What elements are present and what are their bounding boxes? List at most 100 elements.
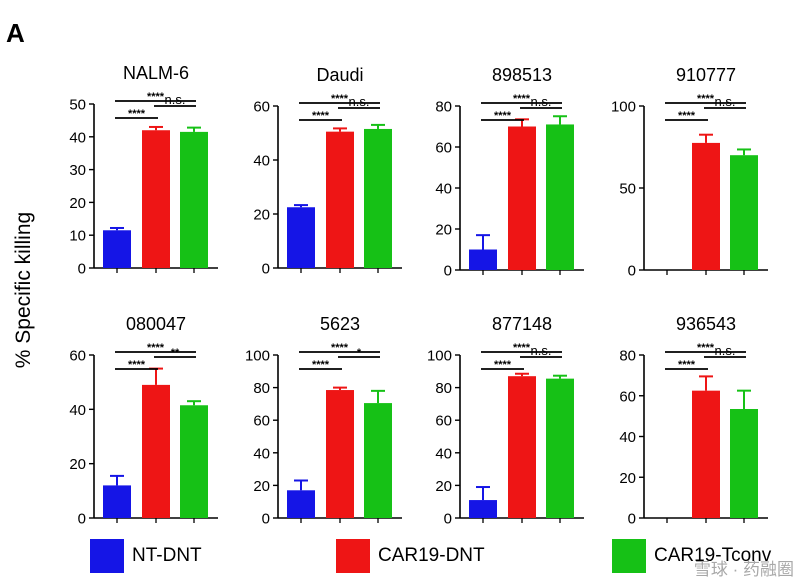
significance-label: n.s. [715, 94, 736, 109]
significance-label: ** [171, 347, 180, 359]
bar-car19-tconv [730, 155, 758, 270]
chart-title: 5623 [320, 314, 360, 334]
y-tick-label: 40 [253, 153, 270, 170]
significance-label: n.s. [531, 94, 552, 109]
chart-title: 898513 [492, 65, 552, 85]
significance-label: **** [128, 108, 146, 120]
y-tick-label: 10 [69, 228, 86, 245]
bar-car19-dnt [142, 384, 170, 518]
y-tick-label: 0 [262, 511, 270, 528]
significance-label: **** [331, 342, 349, 354]
bar-nt-dnt [469, 249, 497, 270]
significance-label: n.s. [715, 343, 736, 358]
legend-item-car19-tconv: CAR19-Tconv [612, 538, 771, 574]
significance-label: **** [128, 359, 146, 371]
legend-swatch-car19-tconv [612, 539, 646, 573]
y-axis-label-container: % Specific killing [12, 212, 35, 368]
panel-letter: A [6, 18, 25, 48]
y-axis-label: % Specific killing [12, 212, 35, 368]
chart-title: 910777 [676, 65, 736, 85]
y-tick-label: 60 [435, 140, 452, 157]
legend-item-nt-dnt: NT-DNT [90, 538, 202, 574]
legend-item-car19-dnt: CAR19-DNT [336, 538, 485, 574]
bar-nt-dnt [287, 490, 315, 518]
y-tick-label: 40 [69, 129, 86, 146]
bar-car19-tconv [546, 378, 574, 518]
y-tick-label: 20 [619, 470, 636, 487]
y-tick-label: 80 [435, 99, 452, 116]
y-tick-label: 40 [619, 429, 636, 446]
y-tick-label: 60 [253, 413, 270, 430]
legend-swatch-nt-dnt [90, 539, 124, 573]
y-tick-label: 30 [69, 162, 86, 179]
bar-car19-dnt [692, 390, 720, 518]
y-tick-label: 80 [619, 348, 636, 365]
y-tick-label: 20 [253, 207, 270, 224]
significance-label: **** [513, 93, 531, 105]
bar-car19-dnt [326, 131, 354, 268]
legend-label-car19-tconv: CAR19-Tconv [654, 545, 772, 566]
significance-label: **** [312, 359, 330, 371]
y-tick-label: 50 [69, 97, 86, 114]
y-tick-label: 0 [262, 261, 270, 278]
chart-title: Daudi [316, 65, 363, 85]
y-tick-label: 0 [444, 511, 452, 528]
bar-car19-tconv [730, 408, 758, 518]
y-tick-label: 60 [619, 388, 636, 405]
bar-nt-dnt [103, 485, 131, 518]
bar-car19-dnt [692, 142, 720, 270]
chart-title: 936543 [676, 314, 736, 334]
significance-label: **** [147, 91, 165, 103]
chart-title: 877148 [492, 314, 552, 334]
significance-label: n.s. [165, 92, 186, 107]
significance-label: **** [697, 342, 715, 354]
y-tick-label: 0 [628, 511, 636, 528]
y-tick-label: 80 [435, 380, 452, 397]
bar-car19-dnt [508, 376, 536, 518]
y-tick-label: 40 [69, 402, 86, 419]
chart-title: 080047 [126, 314, 186, 334]
legend-swatch-car19-dnt [336, 539, 370, 573]
y-tick-label: 20 [435, 222, 452, 239]
bar-car19-tconv [364, 128, 392, 268]
y-tick-label: 40 [253, 445, 270, 462]
bar-car19-dnt [508, 126, 536, 270]
legend-label-nt-dnt: NT-DNT [132, 545, 202, 566]
bar-car19-tconv [180, 131, 208, 268]
y-tick-label: 60 [69, 348, 86, 365]
watermark: 雪球 · 药融圈 [693, 560, 794, 579]
significance-label: **** [678, 359, 696, 371]
y-tick-label: 20 [69, 195, 86, 212]
bar-nt-dnt [103, 230, 131, 268]
bar-nt-dnt [469, 500, 497, 518]
y-tick-label: 100 [427, 348, 452, 365]
bar-car19-tconv [364, 403, 392, 518]
significance-label: **** [513, 342, 531, 354]
y-tick-label: 40 [435, 181, 452, 198]
y-tick-label: 100 [611, 99, 636, 116]
significance-label: **** [147, 342, 165, 354]
y-tick-label: 0 [78, 261, 86, 278]
significance-label: n.s. [531, 343, 552, 358]
significance-label: * [357, 347, 362, 359]
y-tick-label: 100 [245, 348, 270, 365]
bar-car19-tconv [180, 405, 208, 518]
significance-label: **** [697, 93, 715, 105]
bar-car19-dnt [326, 390, 354, 518]
y-tick-label: 20 [435, 478, 452, 495]
significance-label: **** [331, 93, 349, 105]
y-tick-label: 0 [444, 263, 452, 280]
y-tick-label: 50 [619, 181, 636, 198]
chart-title: NALM-6 [123, 63, 189, 83]
y-tick-label: 0 [78, 511, 86, 528]
bar-car19-tconv [546, 124, 574, 270]
significance-label: **** [494, 359, 512, 371]
significance-label: **** [678, 110, 696, 122]
y-tick-label: 20 [253, 478, 270, 495]
